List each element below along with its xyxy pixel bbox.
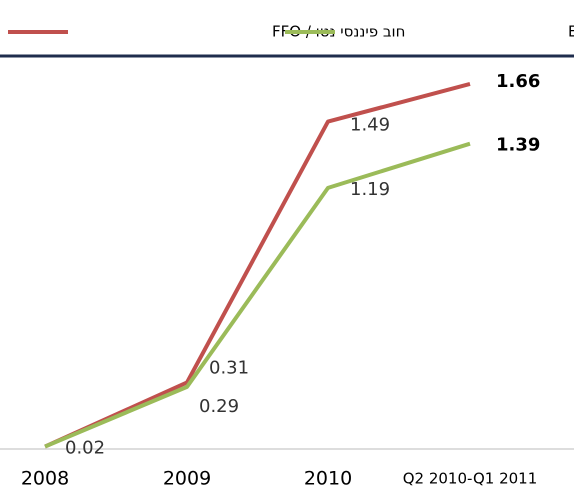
x-tick-label: 2010 <box>304 468 352 490</box>
legend-label: חוב פיננסי נטו / EBITDA <box>568 23 574 41</box>
data-label: 0.02 <box>65 438 105 459</box>
legend-label: חוב פיננסי נטו / FFO <box>272 23 405 41</box>
data-label: 0.31 <box>209 357 249 378</box>
x-tick-label: 2009 <box>163 468 211 490</box>
data-label: 1.19 <box>350 179 390 200</box>
data-label: 1.39 <box>496 135 540 156</box>
series-line <box>44 141 471 449</box>
data-label: 1.66 <box>496 71 540 92</box>
series-line <box>44 82 471 449</box>
data-label: 1.49 <box>350 115 390 136</box>
data-label: 0.29 <box>199 396 239 417</box>
x-tick-label: 2008 <box>21 468 69 490</box>
x-tick-label: Q2 2010-Q1 2011 <box>403 470 538 488</box>
